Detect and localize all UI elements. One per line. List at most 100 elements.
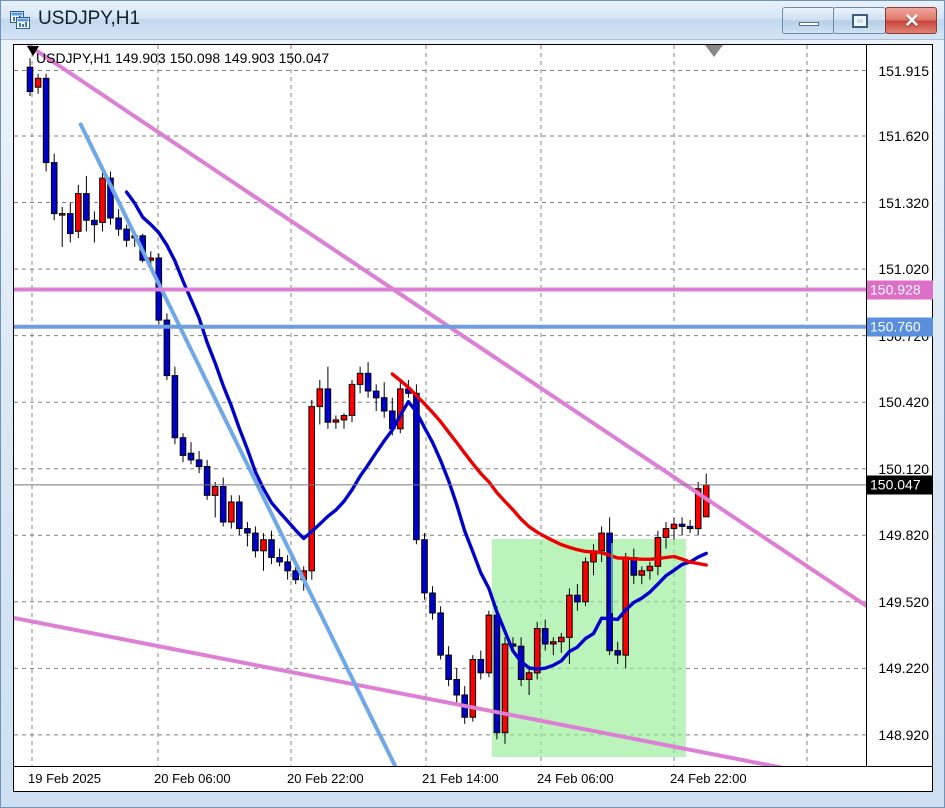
- candle: [260, 539, 267, 552]
- candle: [445, 654, 452, 680]
- price-tick-label: 151.320: [878, 194, 929, 211]
- candle: [646, 565, 654, 572]
- time-axis[interactable]: 19 Feb 2025 20 Feb 06:00 20 Feb 22:00 21 Fe…: [14, 766, 932, 791]
- candle: [662, 528, 670, 539]
- candle: [187, 452, 195, 461]
- candle: [638, 570, 646, 576]
- candle: [598, 532, 605, 552]
- candle: [558, 636, 565, 643]
- candle: [123, 228, 130, 241]
- grid-lines: [14, 45, 866, 766]
- price-tag-last: 150.047: [867, 475, 933, 495]
- candle: [686, 525, 694, 530]
- candle: [316, 388, 324, 408]
- close-icon: ✕: [904, 10, 920, 32]
- candle: [107, 177, 114, 219]
- price-tick-label: 148.920: [878, 726, 929, 743]
- candle: [292, 570, 299, 581]
- chart-plot-area[interactable]: USDJPY,H1 149.903 150.098 149.903 150.04…: [14, 45, 866, 766]
- candle: [654, 537, 662, 567]
- candle: [308, 406, 315, 572]
- price-tick-label: 149.520: [878, 593, 929, 610]
- candle: [99, 177, 106, 224]
- candle: [236, 501, 243, 530]
- candle: [115, 217, 122, 230]
- candle: [501, 643, 509, 734]
- price-axis[interactable]: 151.915151.620151.320151.020150.720150.4…: [866, 45, 933, 766]
- candle: [541, 628, 549, 645]
- chart-window-icon: [10, 11, 31, 30]
- window-titlebar: USDJPY,H1 ✕: [0, 0, 945, 40]
- candle: [276, 557, 283, 563]
- price-tick-label: 150.120: [878, 460, 929, 477]
- candle: [670, 523, 678, 530]
- candle: [550, 641, 557, 645]
- price-tick-label: 151.915: [878, 62, 929, 79]
- minimize-button[interactable]: [782, 7, 835, 34]
- candle: [582, 561, 589, 603]
- candle: [533, 628, 541, 674]
- candle: [83, 193, 90, 221]
- price-tick-label: 151.620: [878, 128, 929, 144]
- candle: [50, 162, 58, 215]
- price-tick-label: 149.220: [878, 660, 929, 677]
- candle: [614, 650, 622, 656]
- candle: [694, 488, 702, 530]
- candle: [75, 193, 82, 232]
- minimize-icon: [799, 22, 819, 26]
- maximize-button[interactable]: [833, 7, 886, 34]
- price-tick-label: 151.020: [878, 261, 929, 278]
- chart-window[interactable]: USDJPY,H1 149.903 150.098 149.903 150.04…: [13, 44, 933, 792]
- candle: [485, 614, 493, 674]
- chart-label-arrow-icon: [27, 46, 39, 56]
- candle: [437, 612, 444, 656]
- candle: [356, 372, 364, 385]
- candle: [203, 466, 211, 496]
- candle: [364, 372, 372, 392]
- candle: [574, 594, 581, 603]
- candle: [42, 77, 50, 164]
- candle: [179, 437, 187, 456]
- candle: [91, 219, 98, 226]
- candle: [469, 659, 477, 718]
- close-button[interactable]: ✕: [885, 7, 937, 34]
- ma-fast-line: [124, 190, 708, 671]
- price-tick-label: 150.420: [878, 394, 929, 411]
- window-title: USDJPY,H1: [38, 8, 141, 29]
- candle: [332, 419, 340, 423]
- candle: [171, 375, 179, 439]
- candle: [67, 213, 74, 235]
- top-arrow-marker-icon: [705, 45, 723, 57]
- candle: [219, 486, 227, 523]
- candle: [58, 213, 66, 216]
- maximize-icon: [852, 14, 868, 28]
- trendline-upper-pink: [26, 45, 866, 609]
- ohlc-label: USDJPY,H1 149.903 150.098 149.903 150.04…: [36, 50, 330, 66]
- candle: [228, 501, 235, 523]
- candle: [421, 539, 428, 594]
- time-tick-label: 20 Feb 22:00: [287, 771, 364, 786]
- trendline-lower-pink: [14, 616, 784, 766]
- candle: [324, 388, 332, 423]
- candle: [380, 397, 388, 412]
- candle: [26, 66, 34, 93]
- candle: [268, 539, 275, 558]
- candle: [195, 459, 203, 468]
- candle: [34, 77, 42, 88]
- candle: [525, 672, 533, 680]
- price-tag-pink: 150.928: [867, 280, 933, 299]
- time-tick-label: 24 Feb 06:00: [537, 771, 614, 786]
- candle: [429, 592, 436, 614]
- candle: [340, 415, 348, 421]
- candle: [477, 659, 485, 674]
- time-tick-label: 19 Feb 2025: [28, 771, 102, 786]
- candle: [211, 486, 219, 496]
- candle: [566, 594, 573, 638]
- candle: [678, 523, 686, 527]
- candle: [372, 390, 380, 399]
- candle: [163, 319, 171, 377]
- candle: [348, 383, 356, 416]
- time-tick-label: 24 Feb 22:00: [670, 771, 747, 786]
- price-tag-blue: 150.760: [867, 317, 933, 337]
- chart-canvas: [14, 45, 866, 766]
